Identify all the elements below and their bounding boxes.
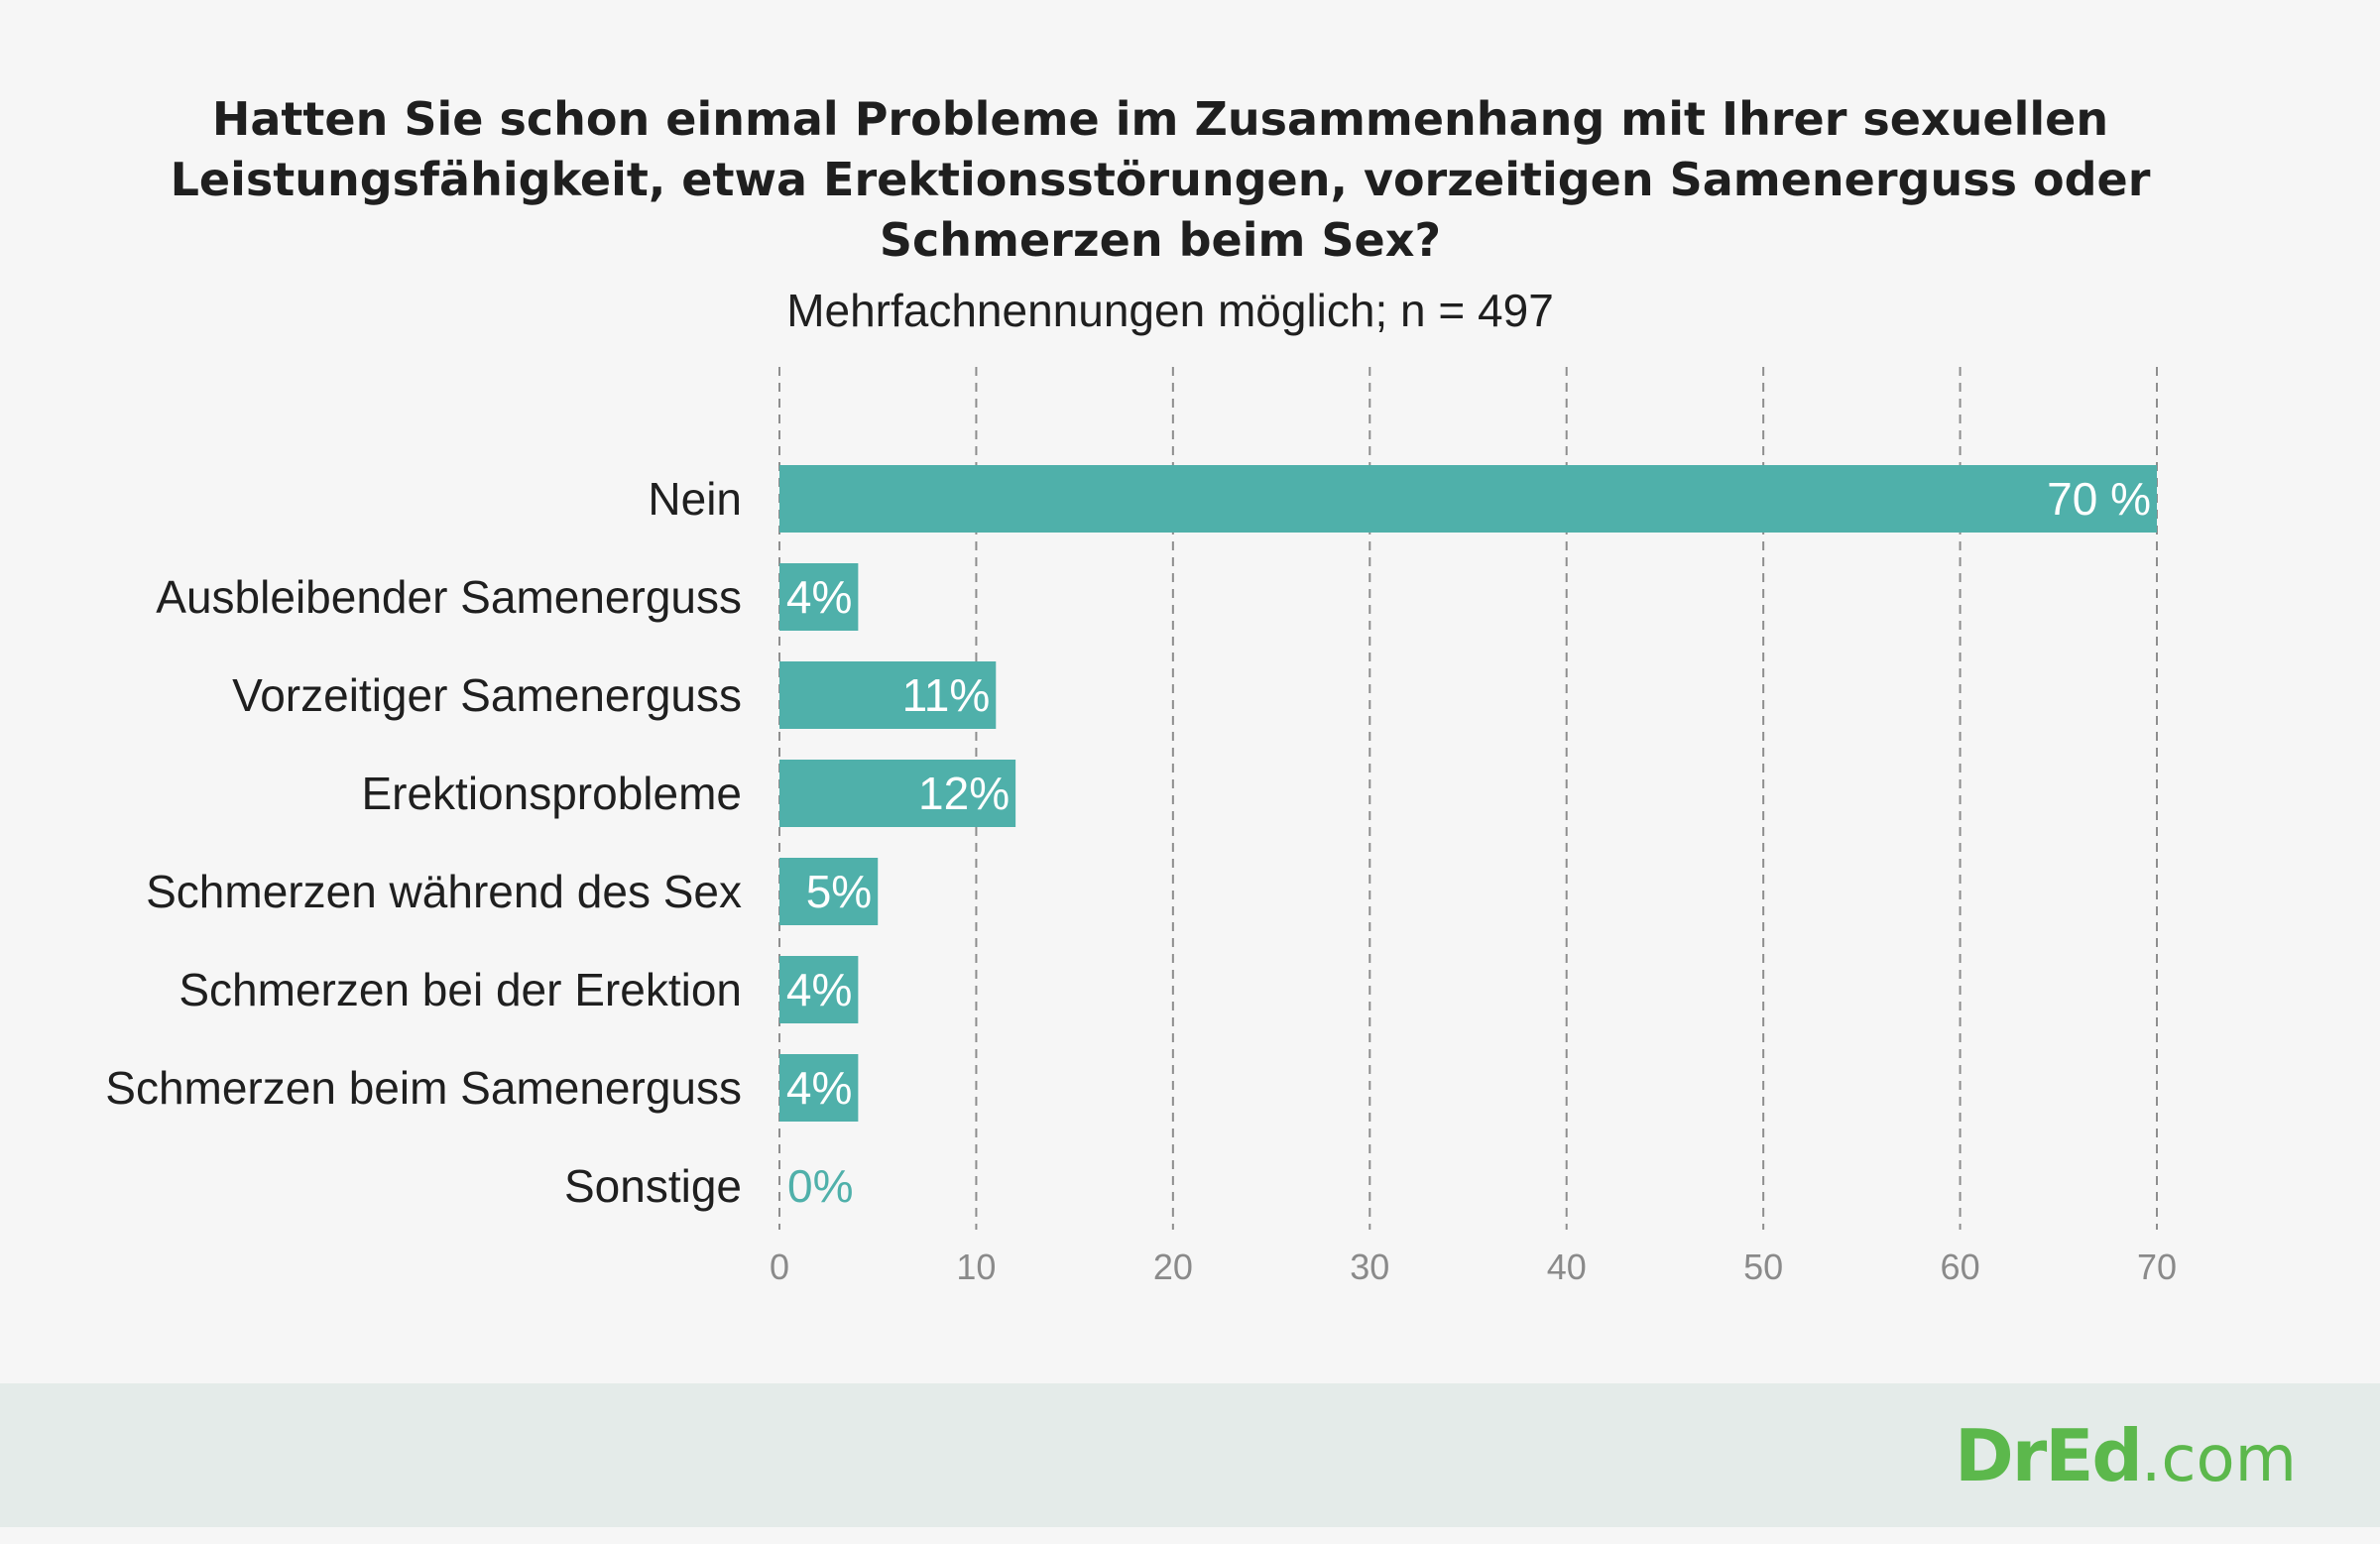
- category-label: Nein: [648, 473, 742, 525]
- x-tick-label: 20: [1153, 1247, 1193, 1287]
- data-label: 4%: [786, 1062, 852, 1114]
- x-tick-label: 70: [2137, 1247, 2177, 1287]
- chart-title: Hatten Sie schon einmal Probleme im Zusa…: [99, 89, 2221, 271]
- category-label: Ausbleibender Samenerguss: [156, 571, 742, 623]
- data-label: 70 %: [2047, 473, 2151, 525]
- category-label: Sonstige: [564, 1160, 742, 1212]
- dred-logo: DrEd.com: [1955, 1411, 2297, 1504]
- footer-band: DrEd.com: [0, 1383, 2380, 1527]
- category-label: Erektionsprobleme: [361, 768, 742, 819]
- category-label: Schmerzen während des Sex: [146, 866, 742, 917]
- logo-suffix: .com: [2140, 1423, 2297, 1496]
- chart-title-line-2: Leistungsfähigkeit, etwa Erektionsstörun…: [170, 153, 2151, 206]
- x-tick-label: 40: [1547, 1247, 1587, 1287]
- data-label: 11%: [902, 669, 991, 721]
- category-label: Vorzeitiger Samenerguss: [232, 669, 742, 721]
- chart-subtitle: Mehrfachnennungen möglich; n = 497: [786, 285, 1554, 336]
- bar: [779, 858, 879, 925]
- category-label: Schmerzen bei der Erektion: [178, 964, 742, 1015]
- x-tick-label: 30: [1350, 1247, 1389, 1287]
- bar: [779, 1054, 859, 1122]
- bar: [779, 661, 997, 729]
- x-tick-label: 10: [956, 1247, 996, 1287]
- bar: [779, 760, 1016, 827]
- bar: [779, 956, 859, 1023]
- category-label: Schmerzen beim Samenerguss: [105, 1062, 742, 1114]
- logo-brand: DrEd: [1954, 1414, 2143, 1497]
- chart-title-line-3: Schmerzen beim Sex?: [879, 213, 1442, 267]
- data-label: 4%: [786, 964, 852, 1015]
- bar: [779, 465, 2157, 533]
- data-label: 5%: [806, 866, 872, 917]
- data-label: 4%: [786, 571, 852, 623]
- x-tick-label: 60: [1941, 1247, 1980, 1287]
- chart-title-line-1: Hatten Sie schon einmal Probleme im Zusa…: [211, 92, 2109, 146]
- data-label: 12%: [918, 768, 1010, 819]
- bar: [779, 563, 859, 631]
- data-label: 0%: [787, 1160, 853, 1212]
- x-tick-label: 0: [770, 1247, 789, 1287]
- x-tick-label: 50: [1743, 1247, 1783, 1287]
- bar-chart: 0 10 20 30 40 50 60 70 Nein 70 % Ausbleibender Sam…: [105, 367, 2177, 1287]
